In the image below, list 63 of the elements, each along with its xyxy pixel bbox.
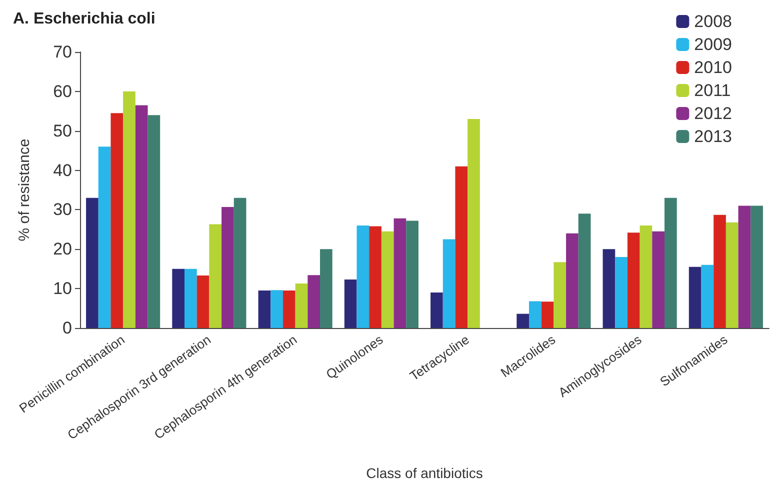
bar [123, 91, 136, 328]
bar [615, 257, 628, 328]
y-axis-title: % of resistance [16, 138, 33, 242]
bar [701, 264, 714, 328]
bar [664, 198, 677, 328]
bar [369, 226, 382, 328]
bar [209, 224, 222, 328]
bar [356, 225, 370, 328]
x-axis-title: Class of antibiotics [366, 465, 483, 481]
y-tick-label: 70 [53, 42, 72, 62]
bar [258, 290, 271, 328]
y-tick-label: 0 [62, 318, 72, 338]
bar [430, 292, 443, 328]
bar [541, 302, 554, 328]
bar [554, 262, 566, 328]
y-tick-label: 60 [53, 82, 72, 101]
y-tick-label: 50 [53, 121, 72, 140]
legend-label: 2012 [694, 104, 732, 123]
bar [688, 266, 702, 328]
bar [714, 214, 726, 328]
y-tick-label: 20 [53, 240, 72, 259]
chart-title: A. Escherichia coli [13, 10, 156, 28]
bar [529, 301, 542, 328]
legend-label: 2013 [694, 127, 732, 146]
bar [320, 249, 332, 328]
legend-label: 2010 [694, 58, 732, 77]
bar [394, 218, 406, 328]
bar [455, 166, 468, 328]
bar [750, 206, 763, 328]
bar [135, 105, 148, 328]
bar [98, 146, 111, 328]
y-tick-label: 30 [53, 200, 72, 220]
bar [516, 314, 529, 328]
bar [652, 231, 664, 328]
y-tick-label: 40 [53, 160, 72, 180]
bar [627, 232, 640, 328]
bar [308, 275, 320, 328]
bar [442, 239, 456, 328]
bar [270, 290, 283, 328]
bar [148, 115, 160, 328]
bar [566, 233, 578, 328]
legend-label: 2008 [694, 12, 732, 31]
bar [295, 283, 308, 328]
bar [184, 268, 197, 328]
legend-label: 2009 [694, 35, 732, 54]
bar [172, 268, 184, 328]
bar [578, 214, 591, 328]
bar [640, 225, 652, 328]
bar [222, 206, 234, 328]
bar [602, 249, 616, 328]
bar [726, 222, 738, 328]
bar [344, 280, 357, 328]
bar [234, 198, 246, 328]
bar [196, 276, 210, 328]
bar [86, 198, 98, 328]
bar [738, 206, 751, 328]
bar [468, 119, 480, 328]
bar [406, 220, 418, 328]
bar [110, 113, 124, 328]
y-tick-label: 10 [53, 279, 72, 298]
bar [282, 290, 296, 328]
bar [381, 231, 394, 328]
legend-label: 2011 [694, 81, 731, 100]
